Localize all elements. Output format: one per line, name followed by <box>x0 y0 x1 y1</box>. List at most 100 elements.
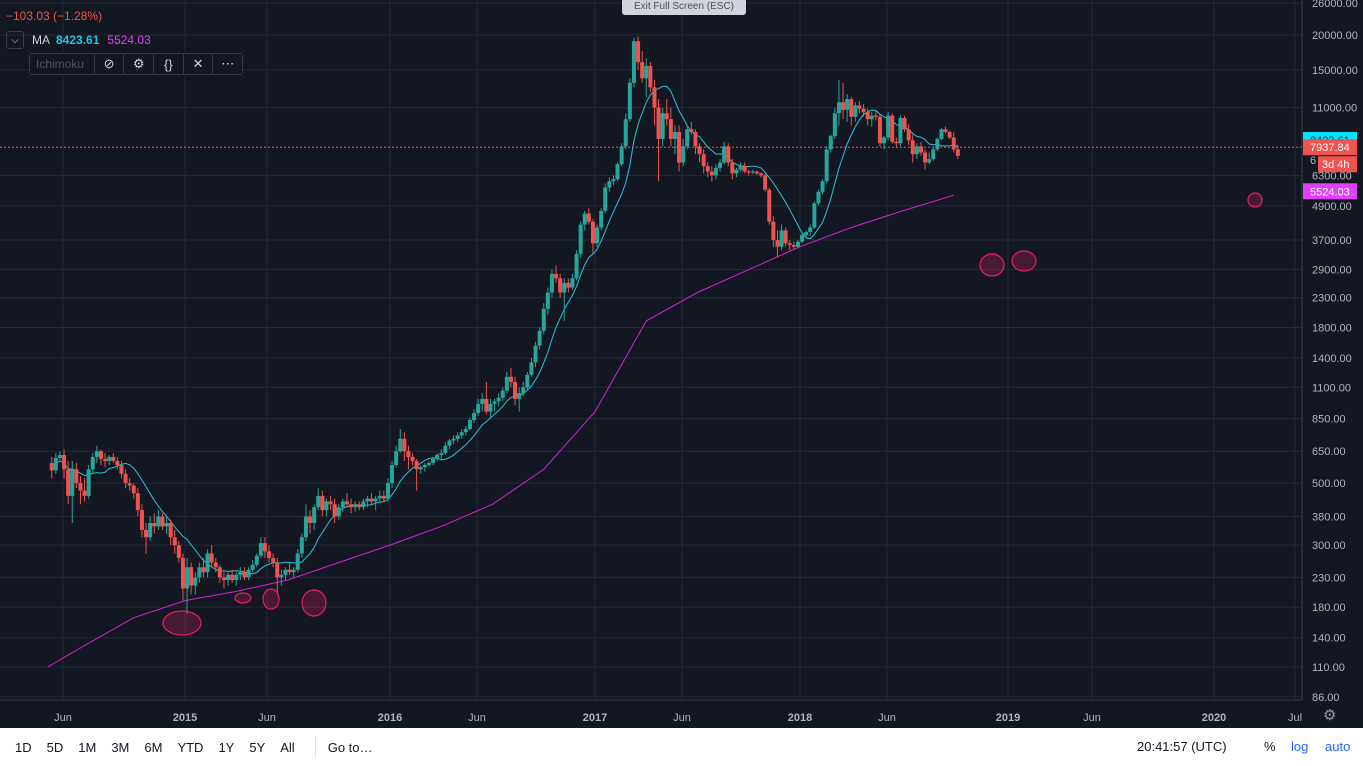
candle-body <box>824 149 829 182</box>
candle-body <box>931 149 936 160</box>
candle-body <box>943 129 948 132</box>
candle-body <box>828 136 833 150</box>
price-tick-label: 300.00 <box>1312 540 1346 552</box>
ma-slow-price-tag-bg <box>1303 183 1357 200</box>
candle-body <box>533 345 538 363</box>
candle-body <box>578 224 583 254</box>
candle-body <box>160 516 165 527</box>
exit-fullscreen-button[interactable]: Exit Full Screen (ESC) <box>622 0 746 15</box>
time-axis[interactable]: Jun 2015 Jun 2016 Jun 2017 Jun 2018 Jun 2019 Jun 20… <box>0 699 1302 724</box>
price-tick-label: 15000.00 <box>1312 65 1358 77</box>
highlight-ellipse <box>162 610 202 636</box>
markers-group <box>162 192 1263 636</box>
candle-body <box>726 146 731 163</box>
candle-body <box>709 171 714 176</box>
highlight-ellipse <box>234 592 252 604</box>
range-1d[interactable]: 1D <box>15 739 32 755</box>
price-tick-label: 2300.00 <box>1312 293 1352 305</box>
candle-body <box>722 146 727 163</box>
candle-body <box>808 227 813 233</box>
candle-body <box>951 137 956 150</box>
candle-body <box>49 462 54 471</box>
candle-body <box>201 567 206 573</box>
more-icon[interactable]: ⋯ <box>212 54 242 74</box>
range-6m[interactable]: 6M <box>144 739 163 755</box>
price-tick-label: 1400.00 <box>1312 353 1352 365</box>
last-price-tag: 7937.84 <box>1310 142 1350 154</box>
candle-body <box>394 451 399 466</box>
auto-toggle[interactable]: auto <box>1325 739 1351 754</box>
time-tick-label: 2017 <box>583 712 607 724</box>
range-5d[interactable]: 5D <box>46 739 64 755</box>
ma-fast-line-group <box>51 85 958 575</box>
chart-settings-gear-icon[interactable]: ⚙ <box>1323 707 1337 724</box>
candle-body <box>320 495 325 511</box>
candle-body <box>344 501 349 505</box>
candle-body <box>918 146 923 153</box>
candle-body <box>156 516 161 527</box>
candle-body <box>795 241 800 247</box>
price-tick-label: 850.00 <box>1312 414 1346 426</box>
candle-body <box>668 119 673 139</box>
price-tick-label: 1100.00 <box>1312 382 1351 394</box>
chevron-down-icon[interactable]: ⌵ <box>6 31 24 49</box>
gear-icon[interactable]: ⚙ <box>123 54 153 74</box>
candle-body <box>365 498 370 502</box>
time-tick-label: Jun <box>54 712 72 724</box>
candle-body <box>193 577 198 586</box>
candle-body <box>103 458 108 461</box>
range-ytd[interactable]: YTD <box>177 739 204 755</box>
candle-body <box>898 117 903 144</box>
candle-body <box>291 569 296 573</box>
price-tick-label: 380.00 <box>1312 511 1346 523</box>
eye-hidden-icon[interactable]: ⊘ <box>93 54 124 74</box>
candle-body <box>484 398 489 412</box>
candle-body <box>439 453 444 456</box>
candle-body <box>869 115 874 120</box>
time-tick-label: 2015 <box>173 712 197 724</box>
candle-body <box>185 567 190 589</box>
candle-body <box>455 435 460 439</box>
candle-body <box>705 166 710 172</box>
close-icon[interactable]: ✕ <box>182 54 213 74</box>
candle-body <box>164 522 169 527</box>
candle-body <box>845 99 850 110</box>
range-3m[interactable]: 3M <box>111 739 130 755</box>
range-1y[interactable]: 1Y <box>218 739 235 755</box>
log-toggle[interactable]: log <box>1291 739 1309 754</box>
candle-body <box>74 469 79 484</box>
candle-body <box>451 438 456 441</box>
candle-body <box>410 456 415 461</box>
candle-body <box>873 115 878 117</box>
candle-body <box>390 465 395 484</box>
time-tick-label: 2020 <box>1202 712 1226 724</box>
candle-body <box>623 119 628 147</box>
time-tick-label: Jul <box>1288 712 1302 724</box>
candle-body <box>262 543 267 552</box>
range-1m[interactable]: 1M <box>78 739 97 755</box>
candle-body <box>308 516 313 523</box>
candle-body <box>90 456 95 470</box>
bottom-toolbar: 1D 5D 1M 3M 6M YTD 1Y 5Y All Go to… 20:41:57 (UT… <box>0 728 1363 766</box>
candle-body <box>582 213 587 225</box>
candle-body <box>271 557 276 563</box>
candle-body <box>398 438 403 452</box>
price-chart[interactable]: 26000.0020000.0015000.0011000.006300.004… <box>0 0 1363 728</box>
candle-body <box>906 129 911 141</box>
candle-body <box>927 159 932 163</box>
candle-body <box>279 574 284 578</box>
candle-body <box>180 557 185 589</box>
range-5y[interactable]: 5Y <box>249 739 266 755</box>
range-all[interactable]: All <box>280 739 295 755</box>
candle-body <box>312 507 317 523</box>
toolbar-divider <box>314 737 316 757</box>
goto-button[interactable]: Go to… <box>327 739 373 755</box>
source-code-icon[interactable]: {} <box>153 54 183 74</box>
candle-body <box>418 467 423 470</box>
price-axis[interactable]: 26000.0020000.0015000.0011000.006300.004… <box>1301 0 1363 704</box>
candle-body <box>459 432 464 436</box>
percent-toggle[interactable]: % <box>1264 739 1276 754</box>
candle-body <box>775 239 780 247</box>
highlight-ellipse <box>301 589 327 617</box>
ma-slow-price-tag: 5524.03 <box>1310 186 1350 198</box>
